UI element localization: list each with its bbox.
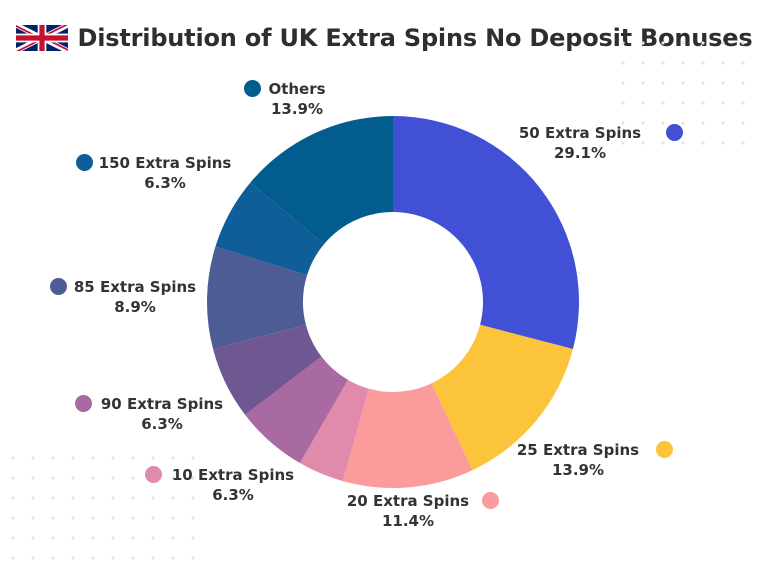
uk-flag-icon [15,25,68,51]
slice-label-name: 25 Extra Spins [516,441,640,459]
donut-slice-unlabeled [213,324,322,415]
slice-label-name: 50 Extra Spins [518,124,642,142]
legend-dot-20-extra-spins [482,492,499,509]
decorative-dots-top-right [621,41,745,145]
donut-slice-90-extra-spins [245,356,348,464]
chart-title: Distribution of UK Extra Spins No Deposi… [77,24,753,52]
donut-slice-10-extra-spins [299,379,369,482]
donut-slice-150-extra-spins [215,182,325,276]
legend-dot-10-extra-spins [145,466,162,483]
slice-label-25-extra-spins: 25 Extra Spins 13.9% [488,441,668,479]
donut-slice-25-extra-spins [431,324,573,471]
legend-dot-150-extra-spins [76,154,93,171]
legend-dot-50-extra-spins [666,124,683,141]
slice-label-others: Others 13.9% [207,80,387,118]
slice-label-90-extra-spins: 90 Extra Spins 6.3% [72,395,252,433]
title-row: Distribution of UK Extra Spins No Deposi… [0,22,768,54]
slice-label-percent: 13.9% [270,100,324,118]
donut-slice-85-extra-spins [206,246,308,350]
slice-label-20-extra-spins: 20 Extra Spins 11.4% [318,492,498,530]
slice-label-name: 90 Extra Spins [100,395,224,413]
slice-label-percent: 6.3% [212,486,254,504]
slice-label-percent: 6.3% [141,415,183,433]
slice-label-name: 20 Extra Spins [346,492,470,510]
decorative-dots-bottom-left [11,456,195,560]
legend-dot-others [244,80,261,97]
slice-label-85-extra-spins: 85 Extra Spins 8.9% [45,278,225,316]
slice-label-name: 10 Extra Spins [171,466,295,484]
legend-dot-25-extra-spins [656,441,673,458]
legend-dot-90-extra-spins [75,395,92,412]
slice-label-percent: 13.9% [551,461,605,479]
slice-label-name: 85 Extra Spins [73,278,197,296]
slice-label-percent: 8.9% [114,298,156,316]
slice-label-50-extra-spins: 50 Extra Spins 29.1% [490,124,670,162]
donut-slice-20-extra-spins [342,383,473,488]
donut-slice-50-extra-spins [393,116,579,350]
slice-label-percent: 6.3% [144,174,186,192]
slice-label-name: Others [268,80,326,98]
slice-label-percent: 29.1% [553,144,607,162]
legend-dot-85-extra-spins [50,278,67,295]
donut-slice-others [250,116,393,245]
slice-label-percent: 11.4% [381,512,435,530]
slice-label-name: 150 Extra Spins [98,154,232,172]
slice-label-10-extra-spins: 10 Extra Spins 6.3% [143,466,323,504]
slice-label-150-extra-spins: 150 Extra Spins 6.3% [75,154,255,192]
